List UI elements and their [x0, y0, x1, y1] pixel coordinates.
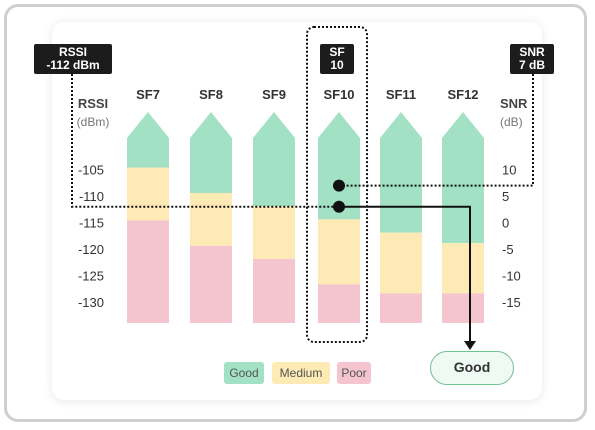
bar-good-segment: [190, 112, 232, 193]
bar-sf8: [190, 112, 232, 323]
snr-callout-value: 7 dB: [518, 58, 545, 72]
bar-poor-segment: [442, 293, 484, 323]
sf-callout-value: 10: [330, 58, 344, 72]
legend-medium: Medium: [272, 362, 330, 384]
left-axis-title: RSSI: [78, 96, 108, 111]
category-label: SF10: [323, 87, 354, 102]
right-tick-label: -10: [502, 268, 521, 283]
bar-poor-segment: [190, 245, 232, 323]
left-tick-label: -130: [78, 295, 104, 310]
bar-good-segment: [253, 112, 295, 207]
left-tick-label: -110: [79, 189, 104, 204]
rssi-callout-title: RSSI: [58, 45, 87, 59]
bar-medium-segment: [253, 206, 295, 260]
bar-good-segment: [442, 112, 484, 244]
rssi-callout: RSSI -112 dBm: [34, 44, 112, 74]
bar-good-segment: [127, 112, 169, 168]
bar-sf9: [253, 112, 295, 323]
result-arrow-line: [339, 205, 471, 343]
category-label: SF11: [386, 87, 416, 102]
legend: Good Medium Poor: [0, 362, 595, 384]
bar-poor-segment: [127, 220, 169, 323]
snr-marker-dot: [333, 179, 345, 192]
bar-medium-segment: [380, 232, 422, 294]
left-tick-label: -125: [78, 268, 104, 283]
bar-sf11: [380, 112, 422, 323]
bar-good-segment: [380, 112, 422, 233]
bar-sf12: [442, 112, 484, 323]
bar-sf10: [318, 112, 360, 323]
category-label: SF8: [199, 87, 223, 102]
category-label: SF9: [262, 87, 286, 102]
left-tick-label: -115: [79, 216, 104, 231]
bar-medium-segment: [127, 167, 169, 221]
sf-callout-title: SF: [329, 45, 345, 59]
legend-good: Good: [224, 362, 264, 384]
rssi-guide-line: [71, 74, 339, 208]
sf10-highlight-box: [306, 26, 368, 343]
result-pill: Good: [430, 351, 514, 385]
bar-medium-segment: [442, 243, 484, 294]
right-tick-label: -15: [502, 295, 521, 310]
bar-poor-segment: [318, 284, 360, 323]
bar-sf7: [127, 112, 169, 323]
right-axis-unit: (dB): [500, 115, 523, 129]
right-axis-title: SNR: [500, 96, 528, 111]
right-tick-label: 5: [502, 189, 509, 204]
rssi-marker-dot: [333, 200, 345, 213]
left-tick-label: -120: [78, 242, 104, 257]
bar-poor-segment: [380, 293, 422, 323]
left-tick-label: -105: [78, 163, 104, 178]
sf-callout: SF 10: [320, 44, 354, 74]
right-tick-label: -5: [502, 242, 514, 257]
right-tick-label: 0: [502, 216, 509, 231]
left-axis-unit: (dBm): [77, 115, 110, 129]
bar-poor-segment: [253, 259, 295, 323]
snr-callout-title: SNR: [519, 45, 545, 59]
rssi-callout-value: -112 dBm: [46, 58, 100, 72]
bar-medium-segment: [318, 219, 360, 285]
category-label: SF12: [447, 87, 478, 102]
category-label: SF7: [136, 87, 160, 102]
legend-poor: Poor: [337, 362, 371, 384]
right-tick-label: 10: [502, 163, 516, 178]
bar-good-segment: [318, 112, 360, 220]
bar-medium-segment: [190, 192, 232, 246]
snr-callout: SNR 7 dB: [510, 44, 554, 74]
snr-guide-line: [339, 74, 534, 187]
result-arrow-head: [464, 341, 476, 350]
